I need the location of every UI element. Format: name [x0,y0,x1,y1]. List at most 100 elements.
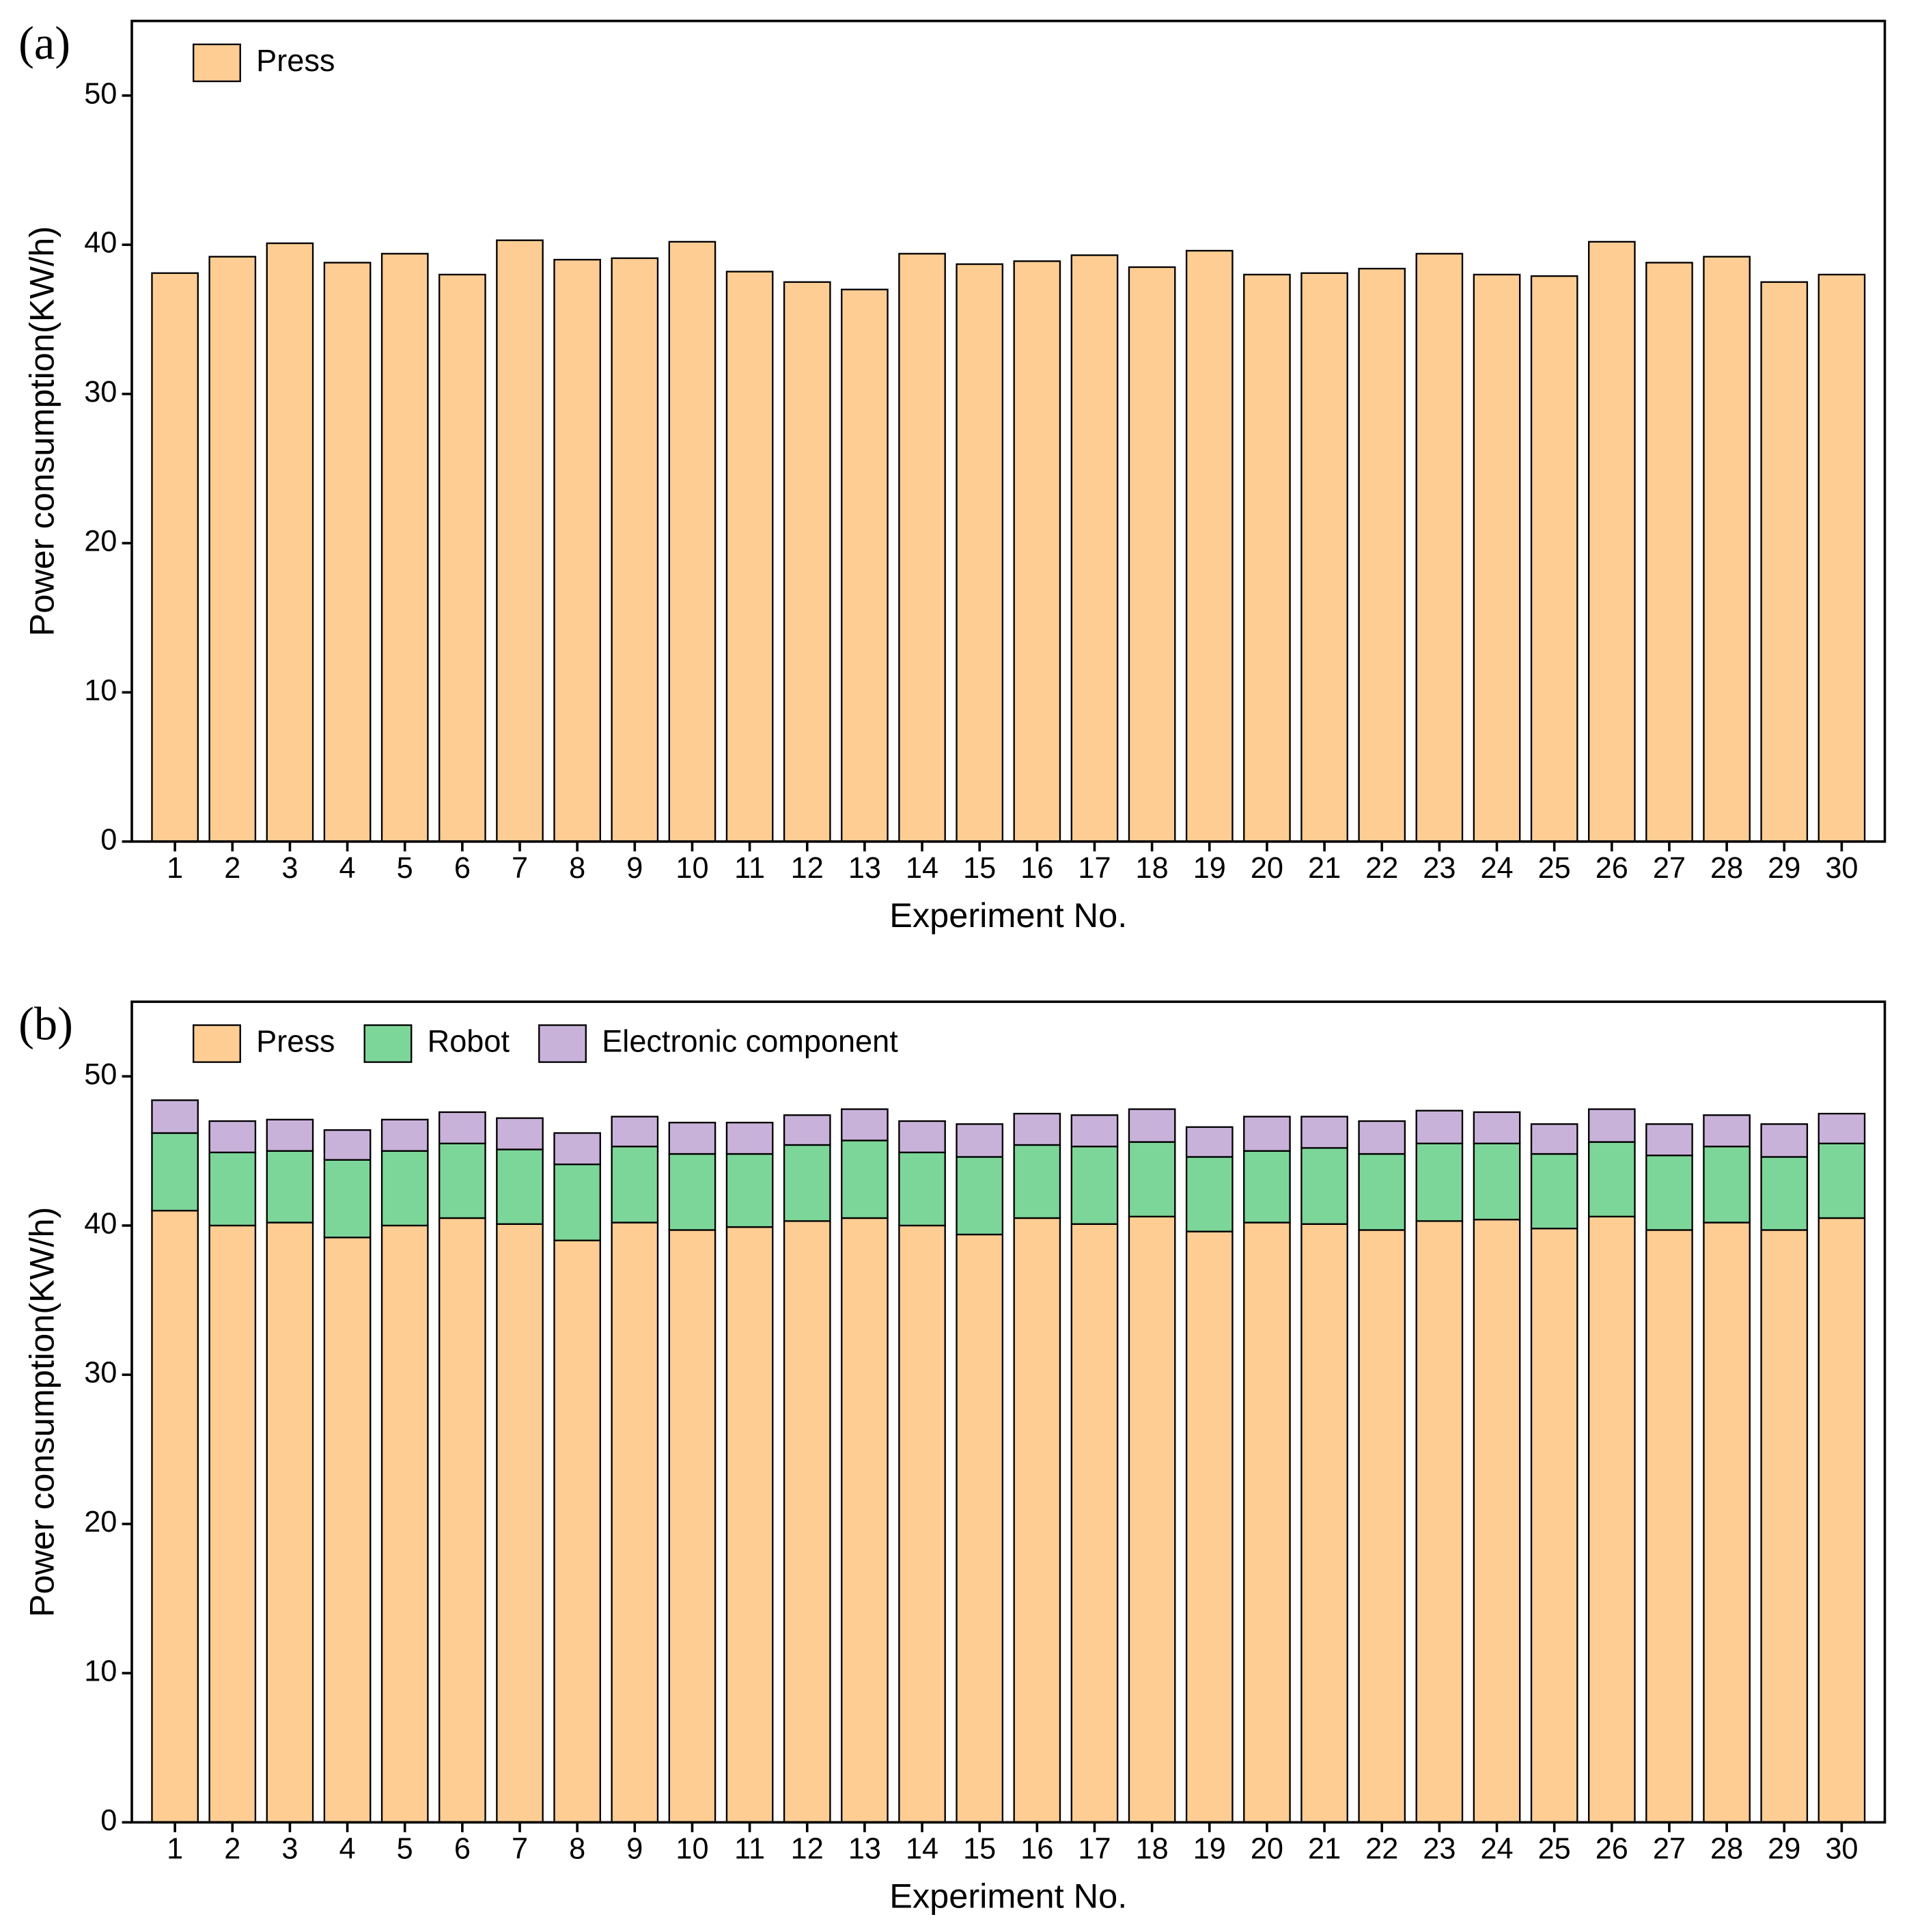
bar [1358,268,1406,843]
x-tick-label: 2 [224,1832,240,1865]
x-tick-label: 16 [1020,852,1053,885]
bar-segment [1013,1112,1061,1146]
bar-segment [1128,1141,1176,1217]
y-tick-label: 20 [84,525,117,557]
x-tick-label: 14 [906,852,938,885]
bar-segment [956,1233,1004,1823]
x-tick-label: 12 [791,1832,824,1865]
bar [1415,253,1464,843]
x-tick-label: 18 [1136,852,1169,885]
x-tick-label: 11 [734,1832,765,1865]
legend-swatch [363,1024,413,1063]
x-tick-label: 8 [569,1832,585,1865]
bar-segment [611,1145,659,1224]
bar-segment [496,1223,544,1823]
x-tick-label: 30 [1825,1832,1858,1865]
bar-segment [611,1222,659,1823]
bar [151,272,199,843]
bar-segment [1473,1111,1521,1144]
bar-segment [1645,1155,1693,1231]
x-tick-label: 20 [1251,852,1283,885]
x-tick-label: 29 [1768,1832,1800,1865]
bar-segment [151,1132,199,1212]
bar-segment [266,1150,314,1224]
bar-segment [1185,1230,1234,1823]
x-tick-label: 10 [676,1832,708,1865]
bar-segment [725,1153,774,1228]
bar-segment [1128,1215,1176,1823]
bar-segment [380,1118,429,1152]
bar-segment [208,1224,257,1823]
x-tick-label: 13 [848,1832,881,1865]
bar-segment [439,1217,486,1823]
bar [898,253,946,843]
bar [1300,272,1348,843]
bar-segment [956,1156,1004,1236]
legend-swatch [193,43,241,83]
x-tick-label: 6 [454,852,471,885]
bar-segment [783,1220,831,1823]
bar [1243,273,1291,843]
bar-segment [1358,1120,1406,1155]
bar [1530,275,1578,843]
x-axis-label: Experiment No. [889,896,1127,935]
bar-segment [1473,1218,1521,1823]
bar [266,242,314,843]
bar-segment [380,1150,429,1227]
bar-segment [1587,1215,1636,1823]
bar-segment [323,1129,372,1161]
x-axis-label: Experiment No. [889,1877,1127,1916]
bar-segment [1645,1123,1693,1157]
bar-segment [439,1111,486,1144]
x-tick-label: 5 [397,1832,413,1865]
y-tick-label: 30 [84,1357,117,1390]
y-tick-label: 40 [84,227,117,260]
y-tick-label: 50 [84,77,117,110]
x-tick-label: 1 [167,852,183,885]
bar-segment [553,1163,601,1241]
bar-segment [1415,1220,1464,1823]
bar-segment [1703,1145,1751,1224]
panel-label: (a) [18,17,70,69]
x-tick-label: 30 [1825,852,1858,885]
x-tick-label: 9 [626,852,643,885]
bar-segment [1587,1141,1636,1217]
bar [1185,249,1234,843]
x-tick-label: 1 [167,1832,183,1865]
x-tick-label: 21 [1308,1832,1341,1865]
bar-segment [1300,1147,1348,1225]
bar-segment [1013,1144,1061,1219]
bar-segment [611,1116,659,1148]
bar-segment [898,1120,946,1154]
y-tick-label: 40 [84,1207,117,1240]
bar [1070,254,1119,843]
bar-segment [439,1142,486,1219]
bar-segment [1587,1108,1636,1143]
x-tick-label: 22 [1365,1832,1398,1865]
bar-segment [496,1117,544,1150]
bar-segment [898,1151,946,1227]
x-tick-label: 5 [397,852,413,885]
bar-segment [1358,1153,1406,1231]
bar-segment [1760,1123,1809,1158]
bar-segment [323,1237,372,1823]
bar-segment [1070,1114,1119,1148]
bar-segment [1818,1142,1866,1219]
x-tick-label: 25 [1538,1832,1571,1865]
bar-segment [1185,1126,1234,1158]
bar-segment [1300,1223,1348,1823]
bar-segment [208,1120,257,1154]
x-tick-label: 26 [1596,852,1628,885]
x-tick-label: 15 [963,852,996,885]
bar [380,253,429,843]
x-tick-label: 9 [626,1832,643,1865]
x-tick-label: 2 [224,852,240,885]
x-tick-label: 11 [734,852,765,885]
y-tick-label: 20 [84,1506,117,1538]
bar [956,263,1004,843]
y-tick-label: 10 [84,1655,117,1688]
x-tick-label: 28 [1710,852,1743,885]
